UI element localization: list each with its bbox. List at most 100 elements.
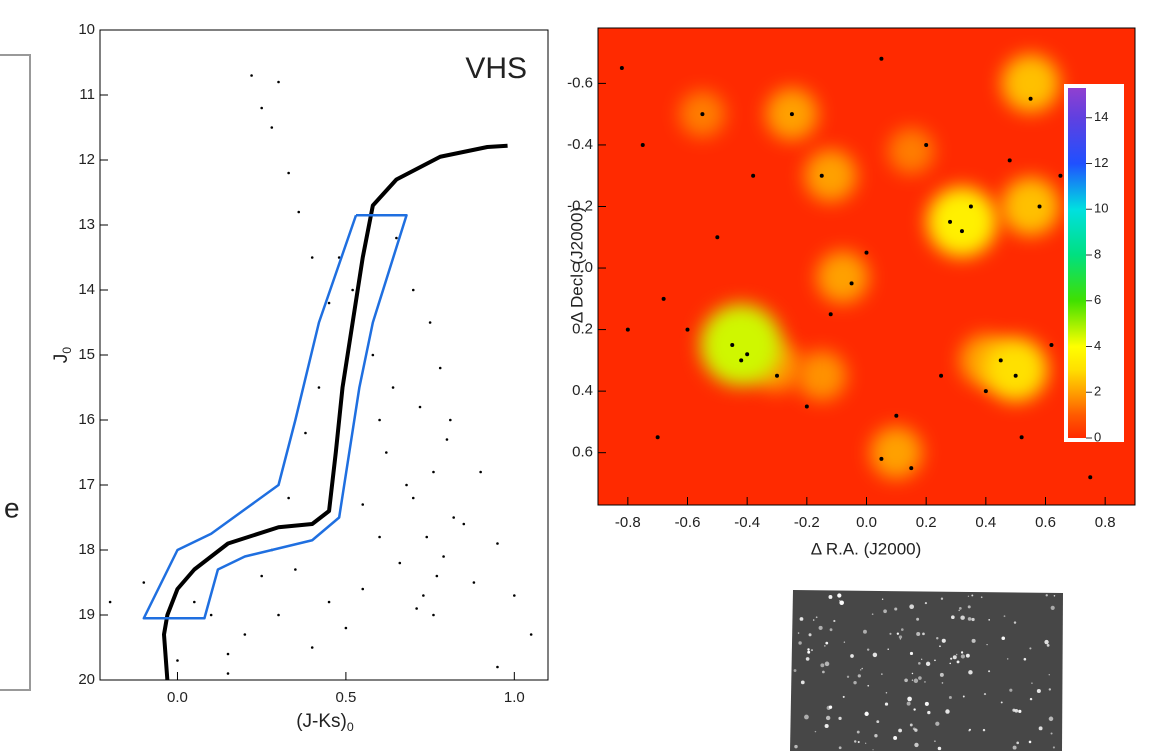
star (894, 607, 898, 611)
star (948, 695, 952, 699)
colorbar-tick-label: 10 (1094, 201, 1108, 216)
star-point (983, 389, 988, 394)
x-tick-label: 0.5 (335, 689, 356, 706)
star-point (1088, 475, 1093, 480)
star (887, 648, 889, 651)
star-point (438, 366, 442, 370)
star (1048, 674, 1050, 676)
star-point (879, 56, 884, 61)
star-point (789, 112, 794, 117)
colorbar-tick-label: 0 (1094, 429, 1101, 444)
star-point (260, 106, 263, 110)
y-tick-label: -0.6 (567, 74, 593, 91)
star-point (775, 373, 779, 378)
colorbar-tick-label: 14 (1094, 109, 1108, 124)
star (807, 648, 810, 651)
star (1050, 605, 1055, 610)
y-tick-label: 19 (78, 606, 95, 623)
star (971, 594, 974, 597)
star (824, 723, 829, 729)
y-tick-label: 11 (79, 86, 95, 103)
star-point (425, 535, 429, 539)
star (1018, 709, 1022, 714)
star (1048, 688, 1052, 691)
star (874, 734, 878, 738)
x-tick-label: -0.8 (615, 514, 641, 531)
star-point (939, 373, 944, 378)
star (900, 628, 904, 631)
star (846, 675, 850, 678)
star-point (226, 672, 230, 675)
star (949, 662, 951, 665)
star (1029, 697, 1033, 701)
star (914, 742, 919, 748)
star (864, 711, 869, 716)
star (955, 653, 958, 656)
star (921, 658, 923, 660)
star (952, 655, 957, 660)
star (814, 730, 817, 733)
star (899, 638, 901, 640)
star-point (619, 66, 624, 71)
star-point (270, 126, 274, 129)
star (828, 705, 833, 709)
star (1000, 701, 1003, 704)
star (983, 692, 987, 696)
colorbar-tick-label: 12 (1094, 155, 1108, 170)
star (982, 728, 986, 732)
star (924, 701, 929, 706)
star-point (513, 594, 516, 597)
star (935, 721, 940, 726)
star (911, 672, 914, 675)
star (924, 681, 926, 683)
plot-frame (597, 27, 1136, 506)
star-point (226, 652, 230, 656)
star (988, 670, 991, 673)
density-peak (816, 251, 869, 304)
star-point (894, 413, 899, 418)
star-point (1007, 158, 1012, 163)
star-point (828, 312, 833, 317)
star (1036, 688, 1041, 694)
star-point (655, 435, 660, 440)
y-axis-label: Δ Decl. (J2000) (567, 207, 586, 323)
star-point (1028, 96, 1033, 101)
y-tick-label: 13 (78, 216, 95, 233)
density-peak (888, 128, 935, 175)
star (822, 670, 825, 674)
density-peak (1001, 54, 1060, 113)
star-point (405, 483, 408, 487)
star (857, 674, 861, 678)
star (865, 742, 867, 744)
star-point (422, 594, 425, 597)
y-tick-label: 10 (78, 21, 95, 38)
density-peak (700, 303, 783, 386)
colorbar-tick-label: 6 (1094, 292, 1101, 307)
star (968, 729, 971, 732)
star-point (304, 431, 307, 435)
star-point (442, 555, 445, 558)
star-point (361, 503, 365, 506)
star (939, 672, 944, 677)
star (912, 727, 916, 731)
star (800, 680, 805, 685)
y-tick-label: 12 (78, 151, 95, 168)
star (889, 632, 892, 635)
star (805, 657, 810, 661)
star (936, 637, 939, 640)
star-point (479, 470, 482, 474)
star-point (310, 256, 314, 259)
star-point (418, 405, 422, 409)
star (907, 696, 912, 702)
annotation: VHS (465, 52, 527, 85)
star (825, 715, 831, 721)
star-point (193, 600, 196, 604)
star (1003, 615, 1006, 618)
star (833, 619, 836, 623)
y-tick-label: -0.2 (567, 197, 593, 214)
star-point (260, 574, 263, 578)
star (960, 615, 965, 620)
y-tick-label: 17 (78, 476, 95, 493)
star (885, 691, 888, 694)
